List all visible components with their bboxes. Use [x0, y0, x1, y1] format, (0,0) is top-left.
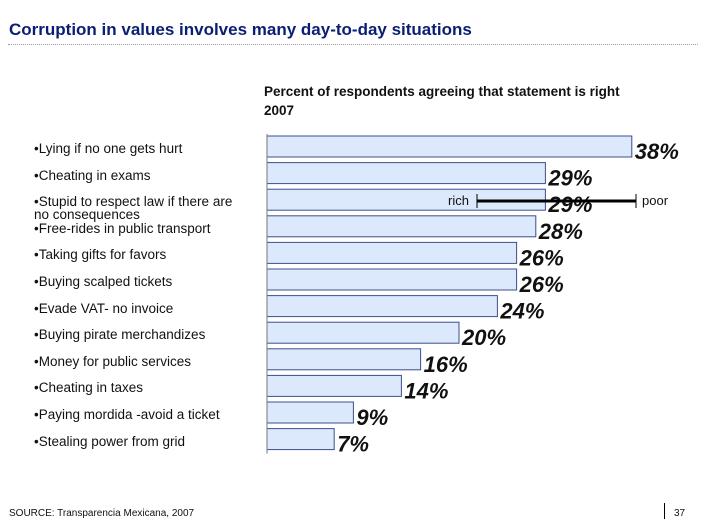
category-label-1: •Cheating in exams: [34, 167, 151, 183]
bar-8: [266, 348, 422, 371]
bar-3: [266, 215, 537, 238]
bar-7: [266, 321, 460, 344]
category-label-8: •Money for public services: [34, 353, 192, 369]
bar-5: [266, 268, 518, 291]
category-label-5: •Buying scalped tickets: [34, 274, 173, 289]
bar-value-label-7: 20%: [461, 325, 506, 350]
category-label-9: •Cheating in taxes: [34, 380, 144, 396]
bar-10: [266, 401, 354, 424]
bar-value-label-8: 16%: [424, 352, 468, 377]
page-number: 37: [674, 508, 686, 519]
category-label-3: •Free-rides in public transport: [34, 220, 211, 236]
title-divider: [8, 44, 698, 46]
category-label-11: •Stealing power from grid: [34, 433, 186, 449]
bar-4: [266, 241, 518, 264]
source-note: SOURCE: Transparencia Mexicana, 2007: [9, 508, 195, 519]
bar-value-label-1: 29%: [547, 166, 592, 191]
page-title: Corruption in values involves many day-t…: [9, 20, 472, 39]
category-label-4: •Taking gifts for favors: [34, 247, 167, 263]
page-number-separator: [664, 503, 665, 519]
bar-value-label-9: 14%: [404, 378, 448, 403]
category-label-0: •Lying if no one gets hurt: [34, 141, 183, 156]
rich-poor-annotation: rich poor: [448, 193, 669, 208]
bar-value-label-5: 26%: [519, 272, 564, 297]
bar-9: [266, 374, 402, 397]
annotation-poor-label: poor: [642, 193, 669, 208]
bar-6: [266, 295, 498, 318]
bar-value-label-0: 38%: [635, 139, 679, 164]
category-label-7: •Buying pirate merchandizes: [34, 327, 206, 343]
category-label-10: •Paying mordida -avoid a ticket: [34, 407, 220, 422]
category-label-6: •Evade VAT- no invoice: [34, 300, 174, 316]
bar-1: [266, 162, 546, 185]
bar-value-label-6: 24%: [499, 299, 544, 324]
bar-value-label-4: 26%: [519, 245, 564, 270]
chart-subtitle: Percent of respondents agreeing that sta…: [264, 84, 620, 118]
bar-value-label-10: 9%: [356, 405, 388, 430]
category-label-2: •Stupid to respect law if there are no c…: [34, 194, 233, 223]
bar-0: [266, 135, 633, 158]
bar-value-label-2: 29%: [547, 192, 592, 217]
bars-group: 38%29%29%28%26%26%24%20%16%14%9%7%: [266, 135, 679, 457]
bar-11: [266, 428, 335, 451]
bar-value-label-3: 28%: [538, 219, 583, 244]
annotation-rich-label: rich: [448, 193, 469, 208]
bar-value-label-11: 7%: [337, 432, 369, 457]
